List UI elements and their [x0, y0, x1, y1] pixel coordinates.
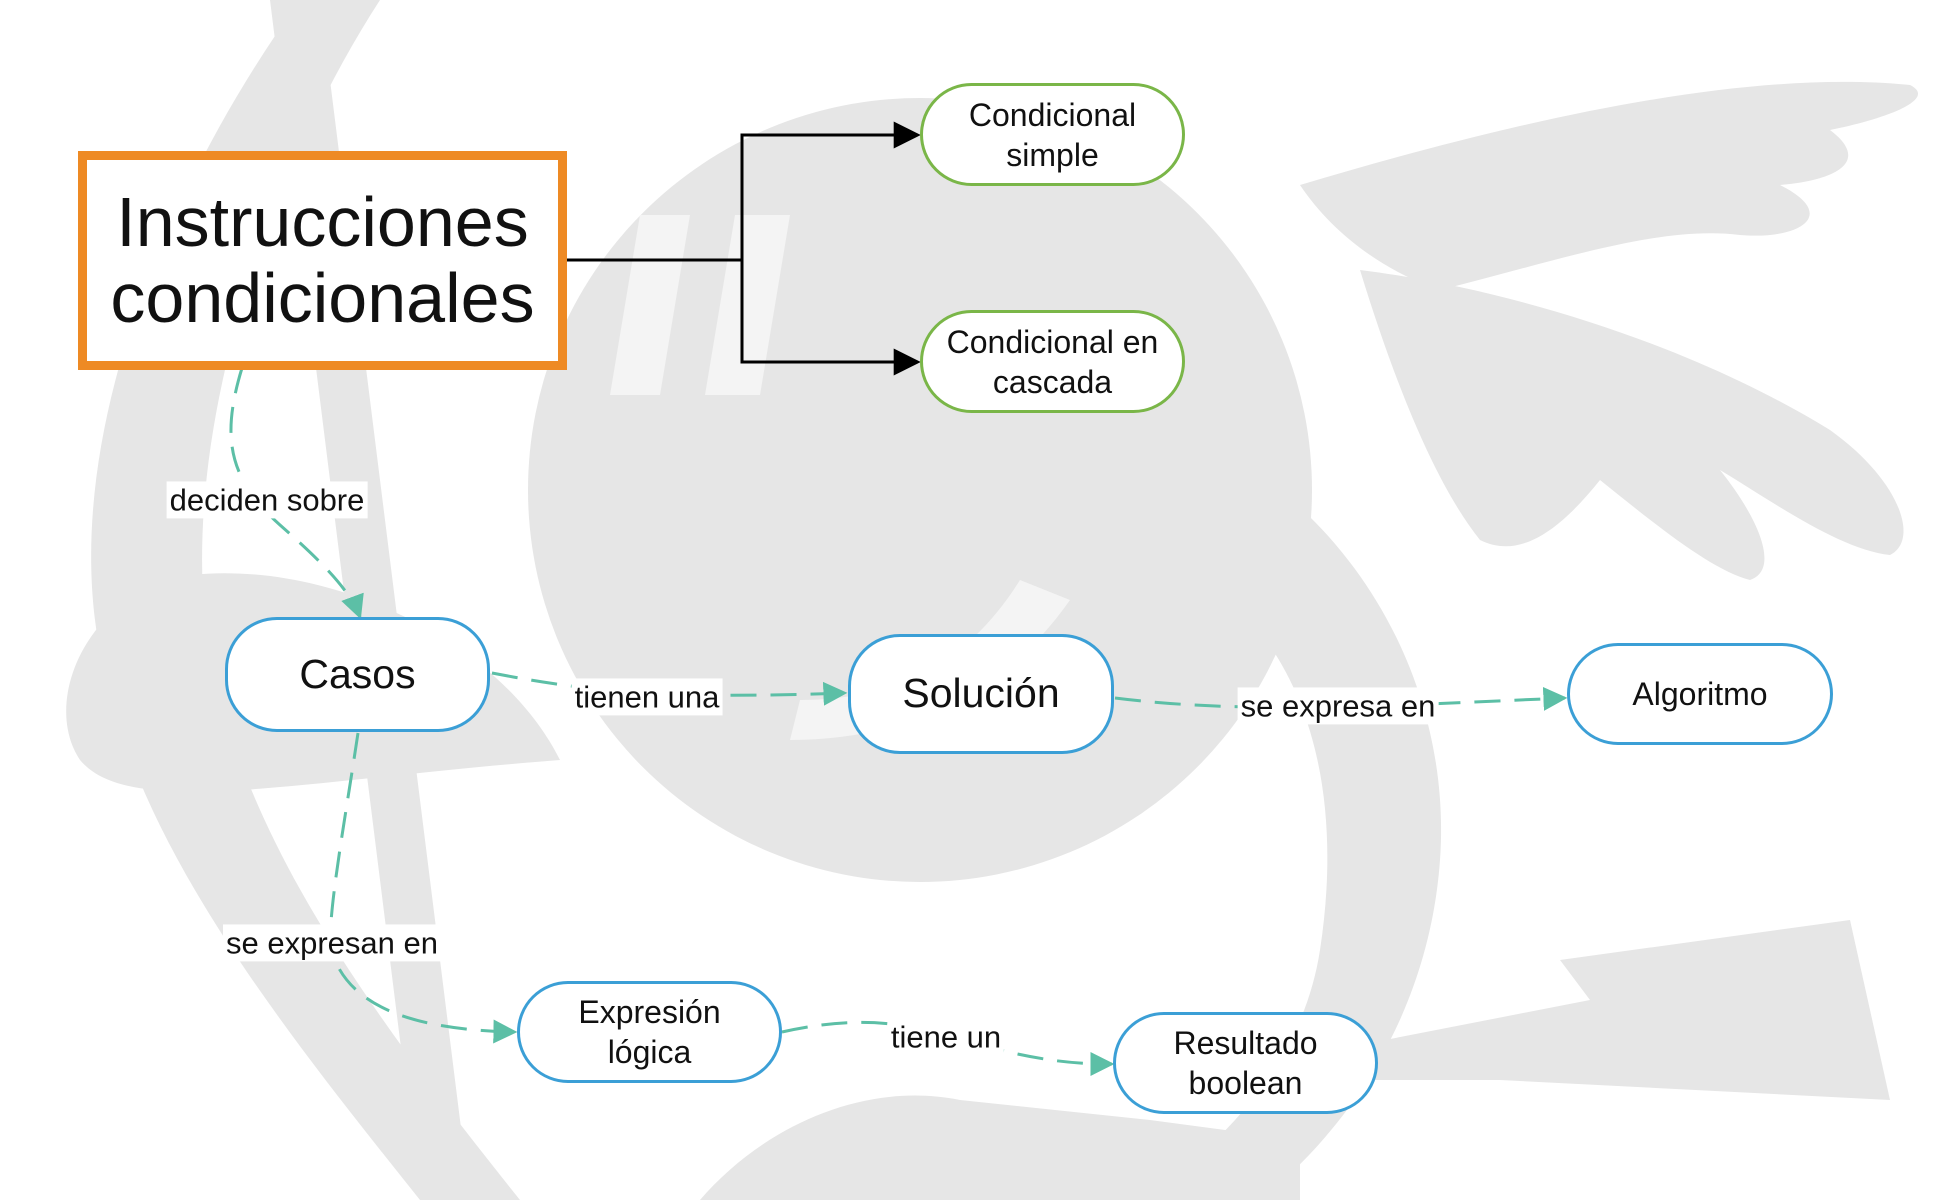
- main-node-instrucciones-condicionales: Instrucciones condicionales: [78, 151, 567, 370]
- node-expresion-logica: Expresión lógica: [517, 981, 782, 1083]
- node-label: Resultado boolean: [1173, 1025, 1318, 1101]
- connector-deciden-sobre: [229, 367, 364, 620]
- node-casos: Casos: [225, 617, 490, 732]
- connector-to-condicional-cascada: [740, 260, 921, 376]
- node-label: Algoritmo: [1632, 676, 1768, 712]
- node-label: Condicional simple: [968, 96, 1137, 173]
- edge-label-se-expresan-en: se expresan en: [223, 924, 441, 962]
- node-condicional-simple: Condicional simple: [920, 83, 1185, 186]
- node-algoritmo: Algoritmo: [1567, 643, 1833, 745]
- node-label: Condicional en cascada: [946, 323, 1159, 400]
- node-resultado-boolean: Resultado boolean: [1113, 1012, 1378, 1114]
- node-solucion: Solución: [848, 634, 1114, 754]
- node-condicional-en-cascada: Condicional en cascada: [920, 310, 1185, 413]
- edge-label-deciden-sobre: deciden sobre: [166, 481, 368, 519]
- node-label: Casos: [299, 650, 416, 697]
- edge-label-se-expresa-en: se expresa en: [1237, 687, 1439, 725]
- connector-to-condicional-simple: [562, 121, 921, 262]
- node-label: Expresión lógica: [578, 994, 721, 1070]
- main-node-label: Instrucciones condicionales: [110, 182, 535, 337]
- edge-label-tiene-un: tiene un: [887, 1018, 1005, 1056]
- node-label: Solución: [902, 670, 1060, 717]
- edge-label-tienen-una: tienen una: [571, 678, 723, 716]
- connector-se-expresan-en: [328, 732, 518, 1044]
